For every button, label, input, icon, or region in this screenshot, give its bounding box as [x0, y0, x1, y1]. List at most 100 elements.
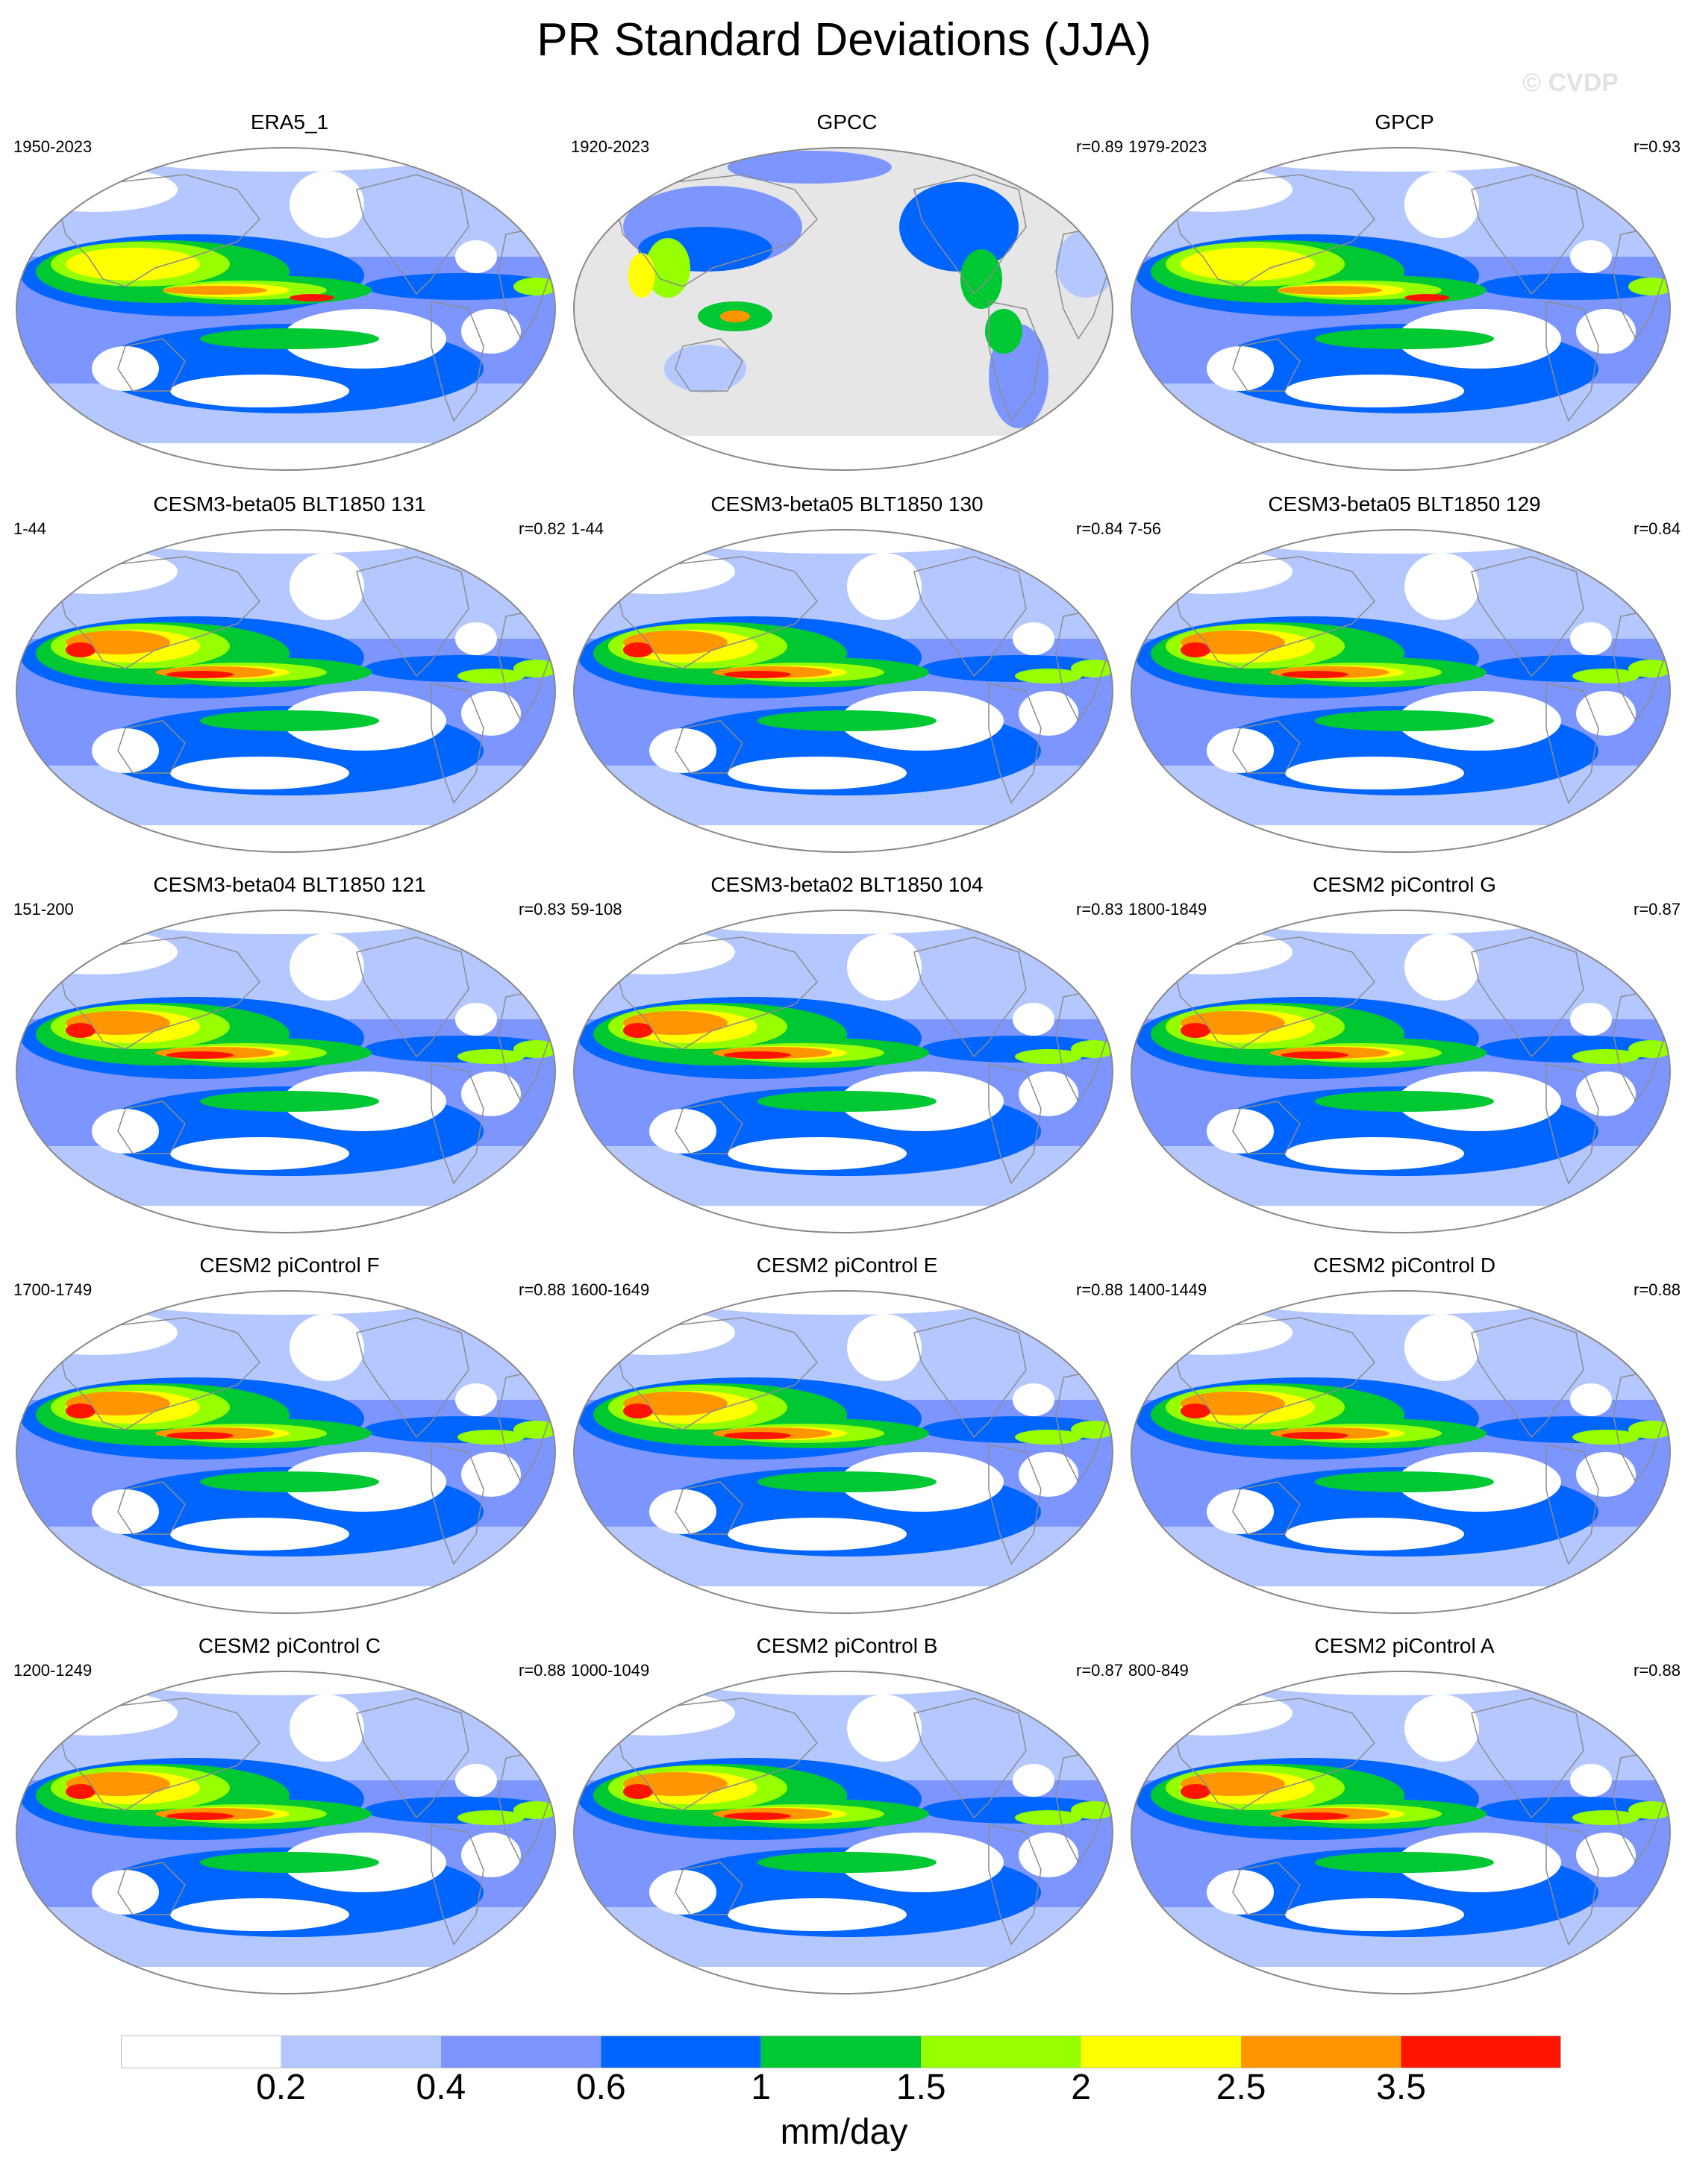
world-map — [1131, 1290, 1671, 1614]
dry-north-pacific — [847, 1695, 922, 1762]
panel-period: 800-849 — [1128, 1661, 1189, 1680]
land-siberia — [728, 151, 892, 184]
arctic — [1248, 910, 1546, 934]
land-monsoon — [645, 238, 690, 298]
coastline-1 — [117, 720, 186, 774]
dry-south-pacific-1 — [728, 1898, 907, 1931]
coastline-2 — [356, 936, 469, 1058]
arctic — [133, 910, 431, 934]
spcz-green — [757, 1091, 937, 1112]
spcz-green — [1315, 1471, 1494, 1492]
colorbar-tick-label: 1.5 — [895, 2068, 946, 2107]
panel-title: CESM3-beta04 BLT1850 121 — [153, 873, 426, 896]
antarctica — [1131, 825, 1670, 852]
pacific-itcz-red — [1281, 1051, 1348, 1059]
dry-south-pacific-1 — [728, 1518, 907, 1551]
coastline-0 — [57, 1698, 260, 1811]
colorbar-tick-label: 0.4 — [416, 2068, 466, 2107]
map-frame — [1131, 1671, 1671, 1994]
coastline-0 — [615, 556, 818, 669]
figure-title: PR Standard Deviations (JJA) — [537, 14, 1151, 66]
dry-south-atlantic — [461, 309, 521, 354]
world-map — [573, 529, 1113, 853]
coastline-3 — [1545, 1824, 1599, 1946]
map-frame — [16, 147, 556, 471]
ocean-masked — [574, 148, 1113, 470]
dry-northwest — [574, 930, 735, 974]
spcz-green — [757, 710, 937, 731]
pacific-itcz-red — [724, 1051, 791, 1059]
dry-south-pacific-1 — [1285, 375, 1464, 407]
panel-pattern-correlation: r=0.88 — [1634, 1280, 1681, 1299]
atlantic-itcz-lime — [457, 1049, 525, 1064]
panel-title: CESM2 piControl F — [199, 1254, 380, 1277]
dry-northwest — [574, 1691, 735, 1736]
coastline-3 — [431, 683, 484, 804]
antarctica — [1131, 1967, 1670, 1994]
bay-of-bengal-red — [66, 642, 96, 657]
colorbar-swatch — [1081, 2036, 1242, 2068]
coastline-2 — [913, 1317, 1027, 1439]
dry-indian-ocean — [92, 728, 159, 773]
coastline-1 — [1232, 1862, 1301, 1915]
panel-pattern-correlation: r=0.87 — [1634, 900, 1681, 919]
coastline-0 — [57, 556, 260, 669]
coastline-2 — [1471, 1698, 1584, 1819]
pacific-itcz-red — [1281, 671, 1348, 678]
atlantic-itcz-lime — [1572, 1810, 1639, 1825]
dry-south-pacific-1 — [1285, 1898, 1464, 1931]
dry-indian-ocean — [1207, 1870, 1274, 1915]
dry-south-atlantic — [1019, 1071, 1078, 1116]
coastline-0 — [1172, 556, 1375, 669]
dry-south-atlantic — [1576, 1452, 1636, 1497]
bay-of-bengal-red — [623, 1404, 653, 1418]
dry-north-atlantic — [455, 240, 497, 273]
arctic — [1248, 1291, 1546, 1315]
map-panel: CESM2 piControl E 1600-1649 r=0.88 — [571, 1254, 1123, 1627]
coastline-1 — [117, 1862, 186, 1915]
world-map — [1131, 529, 1671, 853]
atlantic-itcz-lime — [1572, 1049, 1639, 1064]
bay-of-bengal-red — [66, 1784, 96, 1799]
coastline-3 — [988, 1444, 1042, 1565]
arctic — [133, 1671, 431, 1695]
panel-title: CESM2 piControl G — [1313, 873, 1496, 896]
coastline-3 — [431, 1824, 484, 1946]
coastline-1 — [675, 1101, 743, 1154]
bay-of-bengal-red — [1181, 1023, 1210, 1038]
panel-pattern-correlation: r=0.88 — [519, 1661, 566, 1680]
spcz-green — [1315, 1091, 1494, 1112]
panel-title: CESM2 piControl A — [1314, 1634, 1495, 1657]
land-antarctica — [574, 436, 1113, 470]
coastline-1 — [1232, 720, 1301, 774]
atlantic-itcz-lime — [1015, 669, 1082, 683]
coastline-3 — [988, 1824, 1042, 1946]
dry-south-atlantic — [1576, 691, 1636, 736]
land-central-america — [960, 249, 1002, 309]
dry-northwest — [16, 1310, 178, 1355]
dry-south-atlantic — [1019, 691, 1078, 736]
coastline-1 — [117, 1101, 186, 1154]
dry-south-pacific-1 — [728, 1137, 907, 1170]
dry-north-atlantic — [455, 1383, 497, 1416]
atlantic-itcz-lime — [1015, 1049, 1082, 1064]
dry-south-pacific-1 — [170, 375, 349, 407]
dry-north-pacific — [290, 171, 364, 238]
colorbar-swatch — [1401, 2036, 1561, 2068]
dry-north-pacific — [1404, 933, 1479, 1001]
colorbar-swatch — [760, 2036, 922, 2068]
panel-period: 7-56 — [1128, 519, 1162, 538]
world-map — [573, 910, 1113, 1233]
panel-period: 1950-2023 — [13, 137, 93, 156]
coastline-2 — [1471, 556, 1584, 678]
map-frame — [573, 529, 1113, 853]
arctic — [133, 1291, 431, 1315]
pacific-itcz-orange — [163, 286, 267, 295]
colorbar-swatch — [1241, 2036, 1401, 2068]
map-panel: CESM2 piControl F 1700-1749 r=0.88 — [13, 1254, 566, 1627]
map-frame — [16, 1671, 556, 1994]
dry-northwest — [1131, 930, 1292, 974]
spcz-green — [200, 1471, 379, 1492]
pacific-itcz-red — [166, 1432, 234, 1439]
map-panel: CESM3-beta05 BLT1850 129 7-56 r=0.84 — [1128, 492, 1681, 866]
